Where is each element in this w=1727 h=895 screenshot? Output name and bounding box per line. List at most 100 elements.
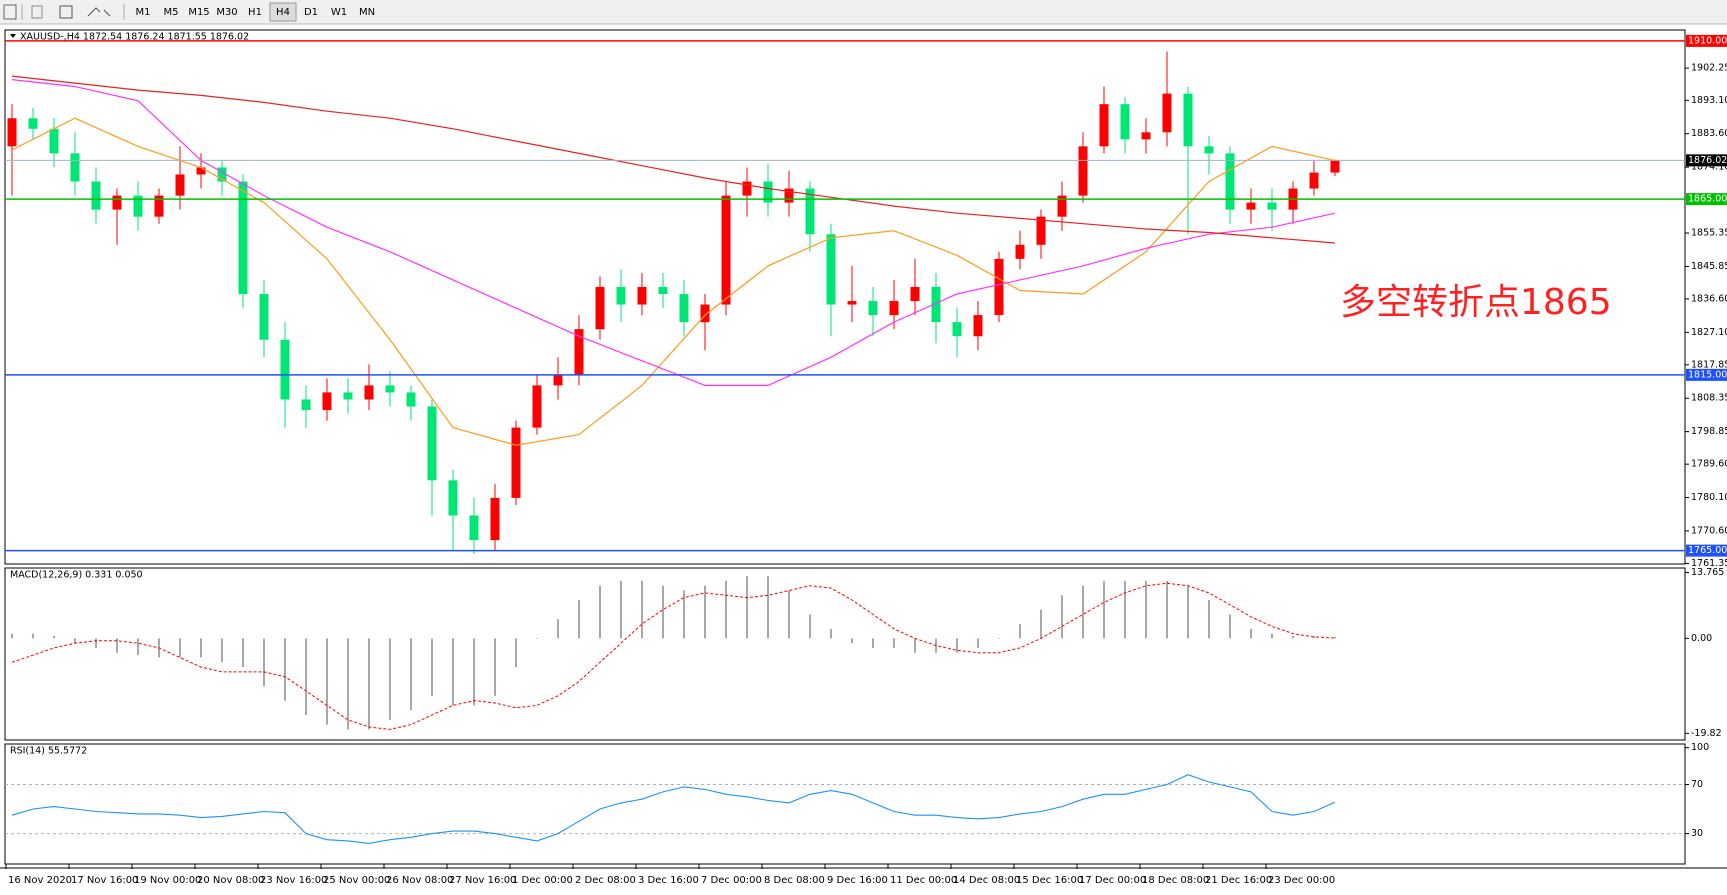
candle-body: [637, 286, 647, 305]
x-tick-label: 26 Nov 08:00: [386, 875, 453, 886]
macd-bar: [1292, 635, 1294, 639]
candle-body: [28, 118, 38, 129]
moving-average: [11, 117, 1336, 446]
y-tick-label: -19.82: [1691, 728, 1722, 739]
timeframe-label[interactable]: H1: [248, 7, 262, 18]
x-tick-label: 20 Nov 08:00: [197, 875, 264, 886]
macd-bar: [1019, 623, 1021, 639]
moving-average: [11, 79, 1336, 386]
macd-bar: [95, 638, 97, 648]
candle-body: [721, 195, 731, 305]
annotation: 多空转折点1865: [1340, 282, 1612, 323]
x-tick-label: 11 Dec 00:00: [890, 875, 957, 886]
panel-title: RSI(14) 55.5772: [10, 746, 87, 757]
candle-body: [133, 195, 143, 217]
candle-body: [658, 286, 668, 295]
x-tick-label: 17 Nov 16:00: [71, 875, 138, 886]
x-tick-label: 27 Nov 16:00: [449, 875, 516, 886]
macd-bar: [494, 638, 496, 696]
macd-bar: [431, 638, 433, 696]
panel-title: XAUUSD-,H4 1872.54 1876.24 1871.55 1876.…: [20, 32, 249, 43]
candle-body: [7, 118, 17, 147]
macd-bar: [116, 638, 118, 653]
candle-body: [301, 399, 311, 411]
y-tick-label: 1855.35: [1691, 228, 1727, 239]
candle-body: [868, 301, 878, 316]
candle-body: [1183, 93, 1193, 147]
candle-body: [1036, 216, 1046, 245]
candle-body: [1057, 195, 1067, 217]
macd-bar: [914, 638, 916, 653]
macd-bar: [74, 638, 76, 644]
macd-bar: [305, 638, 307, 715]
candle-body: [742, 181, 752, 196]
timeframe-label[interactable]: M30: [216, 7, 237, 18]
cursor-icon[interactable]: [3, 4, 17, 20]
timeframe-label[interactable]: MN: [359, 7, 375, 18]
level-label-box: [1686, 368, 1727, 381]
x-tick-label: 1 Dec 00:00: [512, 875, 573, 886]
timeframe-label[interactable]: D1: [304, 7, 318, 18]
candle-body: [1225, 153, 1235, 210]
macd-bar: [599, 585, 601, 639]
candle-body: [175, 174, 185, 196]
macd-bar: [200, 638, 202, 658]
y-tick-label: 1817.85: [1691, 359, 1727, 370]
candle-body: [238, 181, 248, 295]
macd-bar: [32, 633, 34, 639]
candle-body: [1162, 93, 1172, 133]
macd-bar: [284, 638, 286, 701]
x-tick-label: 19 Nov 00:00: [134, 875, 201, 886]
macd-bar: [1145, 580, 1147, 639]
candle-body: [1141, 132, 1151, 140]
candle-body: [973, 315, 983, 337]
timeframe-button[interactable]: [269, 2, 297, 22]
candle-body: [49, 128, 59, 154]
candle-body: [427, 406, 437, 481]
macd-bar: [893, 638, 895, 648]
candle-body: [994, 258, 1004, 316]
x-tick-label: 21 Dec 16:00: [1205, 875, 1272, 886]
shapes-icon[interactable]: [87, 7, 111, 17]
x-tick-label: 18 Dec 08:00: [1142, 875, 1209, 886]
timeframe-label[interactable]: M5: [164, 7, 179, 18]
macd-bar: [767, 576, 769, 639]
candle-body: [952, 322, 962, 337]
label-icon[interactable]: [59, 5, 73, 19]
macd-bar: [1229, 614, 1231, 639]
panel-frame: [4, 743, 1686, 865]
macd-bar: [242, 638, 244, 668]
candle-body: [469, 515, 479, 541]
last-price-label: 1876.02: [1688, 155, 1727, 166]
candle-body: [322, 392, 332, 411]
candle-body: [511, 427, 521, 498]
y-tick-label: 1808.35: [1691, 393, 1727, 404]
timeframe-label[interactable]: H4: [276, 7, 290, 18]
text-icon[interactable]: [31, 5, 43, 19]
timeframe-label[interactable]: W1: [331, 7, 347, 18]
x-tick-label: 2 Dec 08:00: [575, 875, 636, 886]
y-tick-label: 70: [1691, 779, 1703, 790]
x-tick-label: 25 Nov 00:00: [323, 875, 390, 886]
y-tick-label: 30: [1691, 828, 1703, 839]
macd-bar: [788, 590, 790, 639]
macd-bar: [1040, 609, 1042, 639]
timeframe-label[interactable]: M1: [136, 7, 151, 18]
y-tick-label: 1902.25: [1691, 63, 1727, 74]
candle-body: [112, 195, 122, 210]
macd-bar: [620, 580, 622, 639]
level-label-box: [1686, 544, 1727, 557]
y-tick-label: 1874.10: [1691, 162, 1727, 173]
x-tick-label: 16 Nov 2020: [8, 875, 72, 886]
candle-body: [679, 294, 689, 323]
macd-bar: [704, 585, 706, 639]
timeframe-label[interactable]: M15: [188, 7, 209, 18]
candle-body: [784, 188, 794, 203]
candle-body: [217, 167, 227, 182]
macd-bar: [389, 638, 391, 720]
level-label-box: [1686, 193, 1727, 206]
macd-bar: [578, 600, 580, 639]
macd-bar: [662, 585, 664, 639]
macd-bar: [179, 638, 181, 658]
